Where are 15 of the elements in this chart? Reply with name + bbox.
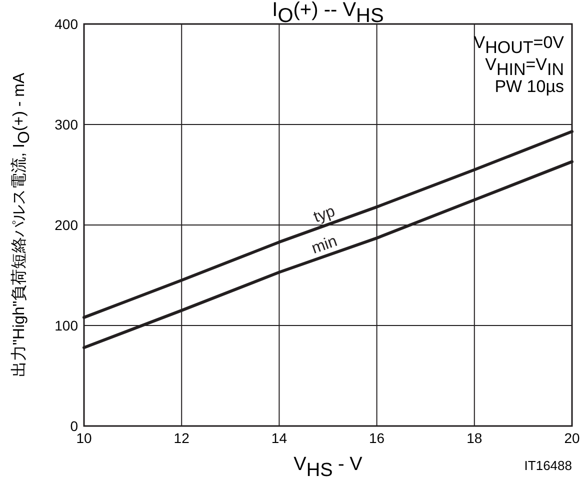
y-tick-label: 200 [54, 217, 78, 233]
text: typ [312, 202, 338, 226]
y-tick-label: 100 [54, 318, 78, 334]
x-tick-label: 18 [466, 430, 482, 446]
x-tick-label: 12 [174, 430, 190, 446]
x-tick-label: 14 [271, 430, 288, 446]
text: IT16488 [524, 458, 572, 473]
x-tick-label: 20 [564, 430, 580, 446]
text: min [310, 232, 340, 258]
y-tick-label: 0 [70, 418, 78, 434]
annotation: PW 10µs [494, 77, 564, 96]
x-tick-label: 16 [369, 430, 385, 446]
x-tick-label: 10 [76, 430, 92, 446]
y-tick-label: 300 [54, 116, 78, 132]
y-tick-label: 400 [54, 16, 78, 32]
